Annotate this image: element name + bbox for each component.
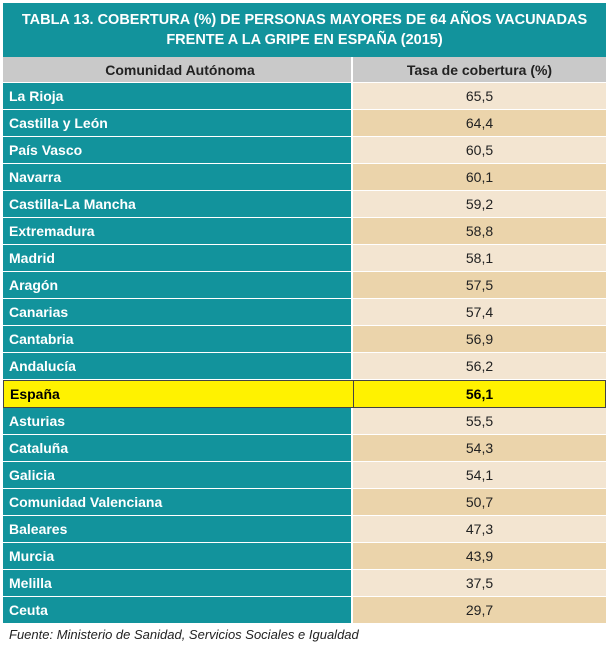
table-row: Asturias 55,5 (3, 408, 606, 435)
table-row: Andalucía 56,2 (3, 353, 606, 380)
rate-cell: 29,7 (353, 597, 606, 623)
region-cell: Canarias (3, 299, 353, 325)
rate-cell: 37,5 (353, 570, 606, 596)
table-row-highlight: España 56,1 (3, 380, 606, 408)
region-cell: País Vasco (3, 137, 353, 163)
rate-cell: 65,5 (353, 83, 606, 109)
region-cell: Comunidad Valenciana (3, 489, 353, 515)
table-row: Castilla y León 64,4 (3, 110, 606, 137)
rate-cell: 47,3 (353, 516, 606, 542)
region-cell: Cantabria (3, 326, 353, 352)
table-title-line-2: FRENTE A LA GRIPE EN ESPAÑA (2015) (166, 32, 443, 48)
rate-cell: 54,3 (353, 435, 606, 461)
rate-cell: 58,1 (353, 245, 606, 271)
region-cell: Cataluña (3, 435, 353, 461)
column-header-rate: Tasa de cobertura (%) (353, 57, 606, 82)
rate-cell: 54,1 (353, 462, 606, 488)
region-cell: Baleares (3, 516, 353, 542)
rate-cell: 56,9 (353, 326, 606, 352)
rate-cell: 56,2 (353, 353, 606, 379)
region-cell: Andalucía (3, 353, 353, 379)
region-cell: Aragón (3, 272, 353, 298)
table-row: Melilla 37,5 (3, 570, 606, 597)
source-note: Fuente: Ministerio de Sanidad, Servicios… (9, 627, 359, 642)
table-row: Galicia 54,1 (3, 462, 606, 489)
region-cell: Castilla y León (3, 110, 353, 136)
column-header-row: Comunidad Autónoma Tasa de cobertura (%) (3, 57, 606, 83)
rate-cell: 64,4 (353, 110, 606, 136)
table-row: País Vasco 60,5 (3, 137, 606, 164)
table-row: Comunidad Valenciana 50,7 (3, 489, 606, 516)
region-cell: Melilla (3, 570, 353, 596)
column-header-region: Comunidad Autónoma (3, 57, 353, 82)
rate-cell: 57,4 (353, 299, 606, 325)
rate-cell: 56,1 (354, 381, 605, 407)
table-row: Canarias 57,4 (3, 299, 606, 326)
rate-cell: 55,5 (353, 408, 606, 434)
table-title: TABLA 13. COBERTURA (%) DE PERSONAS MAYO… (3, 3, 606, 57)
rate-cell: 60,5 (353, 137, 606, 163)
rate-cell: 43,9 (353, 543, 606, 569)
table-title-line-1: TABLA 13. COBERTURA (%) DE PERSONAS MAYO… (21, 12, 588, 28)
region-cell: La Rioja (3, 83, 353, 109)
table-row: Cataluña 54,3 (3, 435, 606, 462)
region-cell: España (4, 381, 354, 407)
region-cell: Galicia (3, 462, 353, 488)
region-cell: Asturias (3, 408, 353, 434)
table-row: Murcia 43,9 (3, 543, 606, 570)
table-body: La Rioja 65,5 Castilla y León 64,4 País Vasc… (3, 83, 606, 624)
region-cell: Extremadura (3, 218, 353, 244)
rate-cell: 57,5 (353, 272, 606, 298)
table-row: Navarra 60,1 (3, 164, 606, 191)
rate-cell: 60,1 (353, 164, 606, 190)
region-cell: Madrid (3, 245, 353, 271)
rate-cell: 58,8 (353, 218, 606, 244)
table-row: Madrid 58,1 (3, 245, 606, 272)
table-row: Extremadura 58,8 (3, 218, 606, 245)
rate-cell: 59,2 (353, 191, 606, 217)
table-row: La Rioja 65,5 (3, 83, 606, 110)
region-cell: Navarra (3, 164, 353, 190)
table-row: Baleares 47,3 (3, 516, 606, 543)
table-row: Ceuta 29,7 (3, 597, 606, 624)
table-row: Aragón 57,5 (3, 272, 606, 299)
table-row: Castilla-La Mancha 59,2 (3, 191, 606, 218)
rate-cell: 50,7 (353, 489, 606, 515)
region-cell: Murcia (3, 543, 353, 569)
table-row: Cantabria 56,9 (3, 326, 606, 353)
region-cell: Ceuta (3, 597, 353, 623)
region-cell: Castilla-La Mancha (3, 191, 353, 217)
coverage-table: TABLA 13. COBERTURA (%) DE PERSONAS MAYO… (3, 3, 606, 624)
